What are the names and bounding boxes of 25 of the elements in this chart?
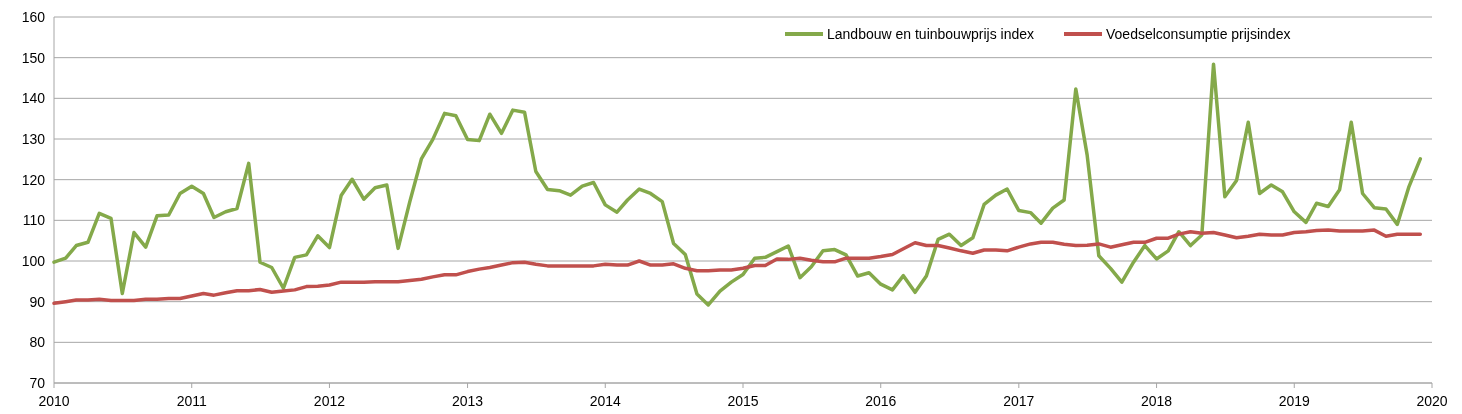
y-tick-label: 70 bbox=[29, 374, 46, 391]
y-tick-label: 90 bbox=[29, 293, 46, 310]
y-tick-label: 80 bbox=[29, 334, 46, 351]
y-tick-label: 120 bbox=[21, 171, 46, 188]
line-series bbox=[52, 62, 1423, 307]
x-tick-label: 2016 bbox=[865, 393, 897, 409]
y-tick-label: 150 bbox=[21, 49, 46, 66]
x-tick-label: 2011 bbox=[176, 393, 207, 409]
y-tick-label: 110 bbox=[22, 212, 46, 229]
x-tick-label: 2014 bbox=[589, 393, 622, 409]
y-tick-label: 140 bbox=[21, 90, 46, 107]
line-series bbox=[52, 228, 1423, 306]
x-tick-label: 2012 bbox=[313, 393, 346, 409]
x-tick-label: 2017 bbox=[1003, 393, 1035, 409]
y-tick-label: 130 bbox=[21, 130, 46, 147]
x-tick-label: 2019 bbox=[1278, 393, 1311, 409]
legend-label: Landbouw en tuinbouwprijs index bbox=[827, 25, 1035, 42]
y-tick-label: 100 bbox=[21, 252, 46, 269]
x-tick-label: 2020 bbox=[1416, 393, 1448, 409]
x-tick-label: 2010 bbox=[38, 393, 70, 409]
legend-label: Voedselconsumptie prijsindex bbox=[1106, 25, 1291, 42]
x-tick-label: 2015 bbox=[727, 393, 759, 409]
x-tick-label: 2018 bbox=[1140, 393, 1173, 409]
y-tick-label: 160 bbox=[21, 8, 46, 25]
x-tick-label: 2013 bbox=[451, 393, 484, 409]
